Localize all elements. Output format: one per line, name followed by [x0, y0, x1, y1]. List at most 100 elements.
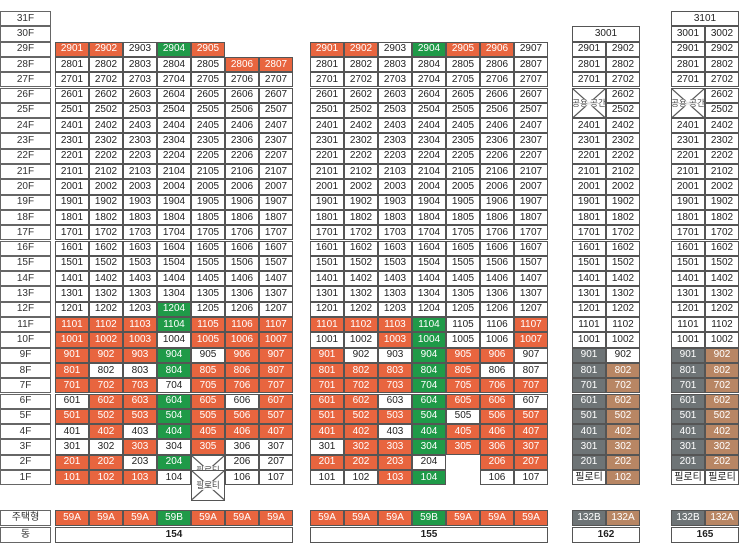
- floor-label: 18F: [0, 209, 51, 226]
- unit-cell: 902: [344, 347, 378, 363]
- unit-cell: 1507: [259, 255, 293, 272]
- floor-label: 4F: [0, 424, 51, 440]
- unit-cell: 1103: [378, 317, 412, 333]
- unit-cell: 303: [123, 439, 157, 455]
- unit-cell: 1002: [705, 332, 739, 348]
- unit-cell: 905: [191, 347, 225, 363]
- unit-cell: 2304: [157, 133, 191, 149]
- unit-cell: 1906: [480, 194, 514, 210]
- type-label: 주택형: [0, 510, 51, 526]
- unit-cell: 1405: [191, 271, 225, 287]
- unit-cell: 1901: [671, 194, 705, 210]
- unit-cell: 904: [157, 347, 191, 363]
- unit-cell: 901: [572, 347, 606, 363]
- unit-cell: 507: [259, 408, 293, 425]
- unit-cell: 504: [157, 408, 191, 425]
- unit-cell: 2502: [606, 102, 640, 119]
- unit-cell: 2905: [446, 41, 480, 57]
- unit-cell: 2004: [157, 179, 191, 195]
- unit-cell: 2202: [344, 148, 378, 164]
- unit-cell: 1904: [412, 194, 446, 210]
- unit-cell: 201: [55, 454, 89, 470]
- unit-cell: 1102: [606, 317, 640, 333]
- unit-cell: 2904: [412, 41, 446, 57]
- unit-cell: 1001: [572, 332, 606, 348]
- unit-cell: 801: [671, 362, 705, 379]
- unit-cell: 106: [480, 470, 514, 486]
- unit-cell: 202: [89, 454, 123, 470]
- unit-cell: 1706: [480, 225, 514, 241]
- unit-cell: 403: [378, 424, 412, 440]
- unit-cell: 1003: [123, 332, 157, 348]
- unit-cell: 301: [55, 439, 89, 455]
- unit-cell: 1303: [378, 286, 412, 302]
- unit-cell: 2702: [344, 72, 378, 88]
- unit-cell: 402: [606, 424, 640, 440]
- unit-cell: 502: [344, 408, 378, 425]
- unit-cell: 2402: [705, 118, 739, 134]
- unit-cell: 1602: [344, 240, 378, 256]
- unit-cell: 2005: [446, 179, 480, 195]
- floor-label: 1F: [0, 470, 51, 486]
- unit-cell: 2807: [259, 56, 293, 73]
- unit-cell: 1103: [123, 317, 157, 333]
- unit-cell: 2105: [191, 164, 225, 180]
- unit-type-cell: 59A: [123, 510, 157, 526]
- unit-cell: 2503: [378, 102, 412, 119]
- unit-cell: 505: [191, 408, 225, 425]
- unit-cell: 2602: [606, 87, 640, 103]
- unit-cell: 2804: [157, 56, 191, 73]
- floor-label: 5F: [0, 408, 51, 425]
- unit-cell: 1904: [157, 194, 191, 210]
- unit-cell: 2107: [514, 164, 548, 180]
- unit-cell: 306: [480, 439, 514, 455]
- unit-cell: 801: [572, 362, 606, 379]
- pilotis-label-cell: 필로티: [671, 470, 705, 486]
- unit-cell: 601: [55, 393, 89, 409]
- unit-cell: 2001: [671, 179, 705, 195]
- unit-cell: 301: [671, 439, 705, 455]
- unit-cell: 2702: [705, 72, 739, 88]
- unit-cell: 104: [157, 470, 191, 486]
- pilotis-label: 공용 공간: [572, 97, 606, 108]
- unit-cell: 2801: [310, 56, 344, 73]
- unit-cell: 902: [606, 347, 640, 363]
- unit-cell: 2504: [157, 102, 191, 119]
- unit-cell: 1601: [572, 240, 606, 256]
- unit-cell: 1505: [446, 255, 480, 272]
- unit-cell: 2407: [514, 118, 548, 134]
- unit-cell: 807: [514, 362, 548, 379]
- unit-cell: 1506: [480, 255, 514, 272]
- unit-cell: 1004: [157, 332, 191, 348]
- unit-cell: 1704: [157, 225, 191, 241]
- unit-cell: 1003: [378, 332, 412, 348]
- unit-cell: 503: [123, 408, 157, 425]
- unit-cell: 102: [606, 470, 640, 486]
- unit-cell: 401: [310, 424, 344, 440]
- unit-cell: 405: [446, 424, 480, 440]
- unit-cell: 407: [514, 424, 548, 440]
- unit-cell: 1703: [378, 225, 412, 241]
- unit-cell: 1602: [606, 240, 640, 256]
- unit-cell: 2006: [480, 179, 514, 195]
- unit-cell: 2504: [412, 102, 446, 119]
- unit-cell: 2601: [55, 87, 89, 103]
- unit-cell: 1404: [412, 271, 446, 287]
- unit-cell: 2602: [705, 87, 739, 103]
- unit-cell: 802: [344, 362, 378, 379]
- unit-cell: 1802: [705, 209, 739, 226]
- pilotis-cell: 필로티: [191, 470, 225, 501]
- floor-label: 11F: [0, 317, 51, 333]
- unit-cell: 1703: [123, 225, 157, 241]
- unit-cell: 1207: [259, 301, 293, 317]
- unit-cell: 1302: [705, 286, 739, 302]
- unit-cell: 1902: [705, 194, 739, 210]
- unit-cell: 703: [378, 378, 412, 394]
- unit-cell: 1402: [606, 271, 640, 287]
- unit-cell: 2902: [89, 41, 123, 57]
- unit-cell: 2702: [606, 72, 640, 88]
- unit-cell: 1203: [123, 301, 157, 317]
- unit-type-cell: 59A: [55, 510, 89, 526]
- unit-cell: 402: [344, 424, 378, 440]
- unit-cell: 1902: [344, 194, 378, 210]
